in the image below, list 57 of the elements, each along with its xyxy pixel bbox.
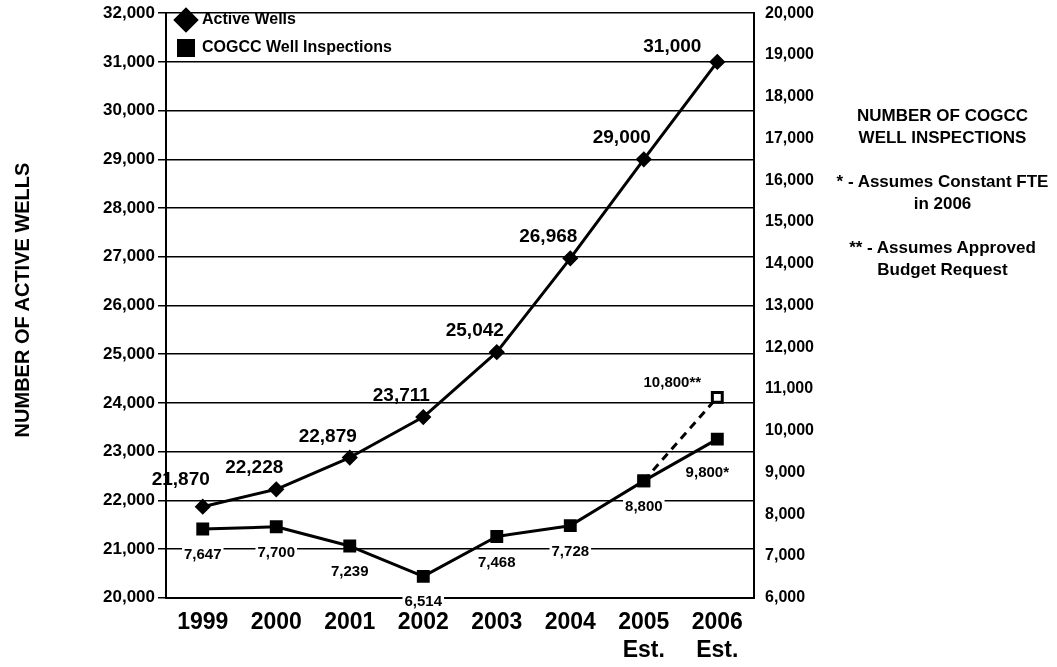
data-label: 31,000	[643, 34, 702, 56]
y2-tick-label: 14,000	[765, 254, 815, 272]
data-label: 9,800*	[685, 463, 730, 481]
data-label: 7,647	[183, 545, 222, 563]
y-tick-label: 24,000	[103, 392, 155, 412]
data-label: 7,239	[330, 562, 369, 580]
x-tick-label: 2000	[250, 607, 302, 634]
y-tick-label: 22,000	[103, 490, 155, 510]
y-axis-title: NUMBER OF ACTIVE WELLS	[10, 162, 34, 438]
y-tick-label: 20,000	[103, 587, 155, 607]
y-tick-label: 26,000	[103, 295, 155, 315]
data-label: 7,728	[551, 541, 590, 559]
data-label: 23,711	[372, 384, 431, 406]
data-label: 7,700	[257, 542, 296, 560]
data-label: 29,000	[592, 126, 651, 148]
x-tick-label: 2004	[544, 607, 597, 634]
y2-tick-label: 8,000	[765, 504, 806, 522]
x-tick-label: 2001	[324, 607, 376, 634]
y-tick-label: 21,000	[103, 538, 155, 558]
y2-tick-label: 18,000	[765, 87, 815, 105]
y2-tick-label: 15,000	[765, 212, 815, 230]
data-label: 8,800	[625, 496, 663, 514]
y-tick-label: 25,000	[103, 343, 155, 363]
y2-tick-label: 6,000	[765, 588, 806, 606]
data-label: 22,879	[298, 424, 357, 446]
x-tick-label: 1999	[177, 607, 229, 634]
y2-tick-label: 17,000	[765, 128, 815, 146]
y2-tick-label: 7,000	[765, 546, 806, 564]
data-label: 7,468	[478, 552, 516, 570]
y-tick-label: 29,000	[103, 149, 155, 169]
y2-tick-label: 16,000	[765, 170, 815, 188]
legend-label: COGCC Well Inspections	[202, 38, 393, 56]
y-tick-label: 23,000	[103, 441, 155, 461]
text: ** - Assumes Approved Budget Request	[848, 237, 1037, 281]
y-tick-label: 30,000	[103, 100, 155, 120]
y-tick-label: 28,000	[103, 197, 155, 217]
y2-tick-label: 10,000	[765, 421, 815, 439]
x-tick-label: 2003	[471, 607, 523, 634]
y-tick-label: 27,000	[103, 246, 155, 266]
data-label: 22,228	[225, 456, 284, 478]
data-label: 10,800**	[643, 373, 702, 391]
x-tick-label: 2005 Est.	[618, 607, 670, 662]
x-tick-label: 2006 Est.	[691, 607, 743, 662]
y2-tick-label: 20,000	[765, 3, 815, 21]
y2-tick-label: 9,000	[765, 462, 806, 480]
legend-label: Active Wells	[202, 10, 297, 28]
y-tick-label: 32,000	[103, 2, 155, 22]
y2-tick-label: 12,000	[765, 337, 815, 355]
y2-axis-title: NUMBER OF COGCC WELL INSPECTIONS	[856, 105, 1029, 149]
data-label: 26,968	[519, 225, 578, 247]
y-tick-label: 31,000	[103, 51, 155, 71]
data-label: 6,514	[404, 592, 443, 610]
y2-tick-label: 19,000	[765, 45, 815, 63]
text: * - Assumes Constant FTE in 2006	[835, 171, 1050, 215]
y2-tick-label: 13,000	[765, 295, 815, 313]
data-label: 25,042	[445, 319, 504, 341]
y2-tick-label: 11,000	[765, 379, 814, 397]
